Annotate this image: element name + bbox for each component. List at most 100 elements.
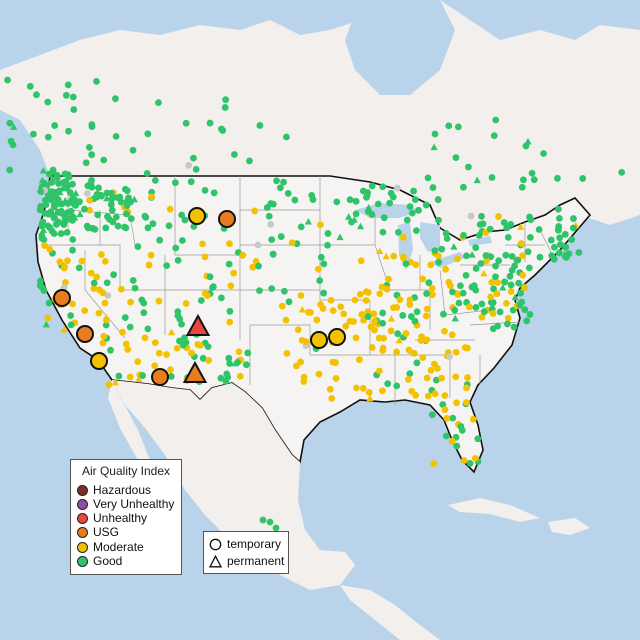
station-marker bbox=[142, 213, 150, 221]
station-marker bbox=[443, 414, 451, 422]
station-marker bbox=[554, 205, 562, 213]
station-marker bbox=[256, 287, 263, 295]
station-marker bbox=[526, 233, 534, 241]
station-marker bbox=[352, 197, 360, 205]
station-marker bbox=[379, 309, 387, 317]
station-marker bbox=[442, 265, 450, 273]
station-marker bbox=[472, 304, 480, 311]
station-marker bbox=[107, 201, 115, 209]
station-marker bbox=[396, 296, 404, 304]
station-marker bbox=[379, 387, 386, 395]
monitor-type-legend: temporary permanent bbox=[203, 531, 289, 574]
station-marker bbox=[45, 210, 52, 218]
station-marker bbox=[283, 133, 290, 141]
station-marker bbox=[356, 222, 365, 230]
station-marker bbox=[239, 251, 247, 259]
large-temporary-marker bbox=[218, 210, 236, 228]
station-marker bbox=[575, 249, 583, 256]
station-marker bbox=[507, 281, 515, 289]
station-marker bbox=[75, 264, 83, 272]
legend-label-hazardous: Hazardous bbox=[93, 483, 152, 497]
station-marker bbox=[9, 141, 17, 149]
station-marker bbox=[55, 218, 62, 226]
station-marker bbox=[174, 256, 182, 264]
station-marker bbox=[67, 207, 75, 215]
station-marker bbox=[145, 261, 153, 269]
station-marker bbox=[67, 321, 75, 329]
station-marker bbox=[430, 360, 438, 368]
station-marker bbox=[460, 457, 468, 464]
station-marker bbox=[455, 299, 463, 307]
station-marker bbox=[359, 384, 367, 392]
station-marker bbox=[492, 273, 499, 281]
station-marker bbox=[182, 339, 190, 346]
station-marker bbox=[422, 312, 430, 320]
station-marker bbox=[41, 242, 49, 250]
station-marker bbox=[618, 168, 626, 176]
station-marker bbox=[300, 378, 308, 385]
station-marker bbox=[441, 392, 449, 399]
station-marker bbox=[86, 196, 93, 204]
station-marker bbox=[471, 454, 479, 462]
station-marker bbox=[255, 262, 262, 270]
station-marker bbox=[451, 314, 459, 322]
station-marker bbox=[105, 215, 113, 223]
station-marker bbox=[379, 228, 387, 236]
station-marker bbox=[69, 236, 77, 243]
station-marker bbox=[317, 221, 324, 229]
station-marker bbox=[431, 247, 439, 255]
station-marker bbox=[100, 156, 108, 164]
station-marker bbox=[419, 275, 426, 283]
station-marker bbox=[472, 265, 480, 272]
station-marker bbox=[126, 323, 134, 331]
station-marker bbox=[489, 310, 497, 317]
station-marker bbox=[427, 261, 435, 269]
station-marker bbox=[319, 305, 327, 312]
station-marker bbox=[69, 213, 77, 221]
station-marker bbox=[405, 376, 412, 383]
station-marker bbox=[140, 299, 148, 307]
station-marker bbox=[387, 189, 395, 197]
station-marker bbox=[236, 372, 244, 380]
station-marker bbox=[439, 401, 447, 408]
station-marker bbox=[568, 236, 576, 244]
station-marker bbox=[56, 258, 64, 266]
station-marker bbox=[4, 76, 11, 84]
legend-row-unhealthy: Unhealthy bbox=[77, 511, 147, 525]
station-marker bbox=[284, 190, 292, 197]
station-marker bbox=[217, 294, 225, 302]
station-marker bbox=[45, 299, 53, 307]
station-marker bbox=[336, 233, 344, 241]
station-marker bbox=[482, 252, 490, 259]
station-marker bbox=[107, 346, 114, 354]
station-marker bbox=[282, 316, 290, 324]
legend-row-usg: USG bbox=[77, 525, 119, 539]
station-marker bbox=[315, 370, 323, 378]
station-marker bbox=[266, 518, 274, 526]
legend-row-very-unhealthy: Very Unhealthy bbox=[77, 497, 174, 511]
station-marker bbox=[313, 316, 321, 324]
station-marker bbox=[246, 157, 253, 165]
station-marker bbox=[412, 261, 420, 269]
station-marker bbox=[130, 195, 138, 203]
station-marker bbox=[466, 460, 474, 467]
station-marker bbox=[461, 344, 469, 352]
station-marker bbox=[314, 265, 322, 273]
station-marker bbox=[472, 244, 480, 252]
station-marker bbox=[192, 165, 200, 173]
station-marker bbox=[368, 344, 376, 351]
station-marker bbox=[141, 334, 149, 342]
station-marker bbox=[199, 354, 207, 362]
station-marker bbox=[356, 290, 364, 298]
station-marker bbox=[101, 257, 109, 265]
large-temporary-marker bbox=[76, 325, 94, 343]
station-marker bbox=[358, 310, 366, 318]
station-marker bbox=[135, 375, 143, 382]
station-marker bbox=[65, 173, 73, 181]
station-marker bbox=[324, 230, 332, 237]
station-marker bbox=[363, 193, 370, 201]
station-marker bbox=[419, 354, 427, 362]
station-marker bbox=[394, 229, 402, 236]
station-marker bbox=[110, 271, 118, 279]
station-marker bbox=[117, 285, 125, 293]
